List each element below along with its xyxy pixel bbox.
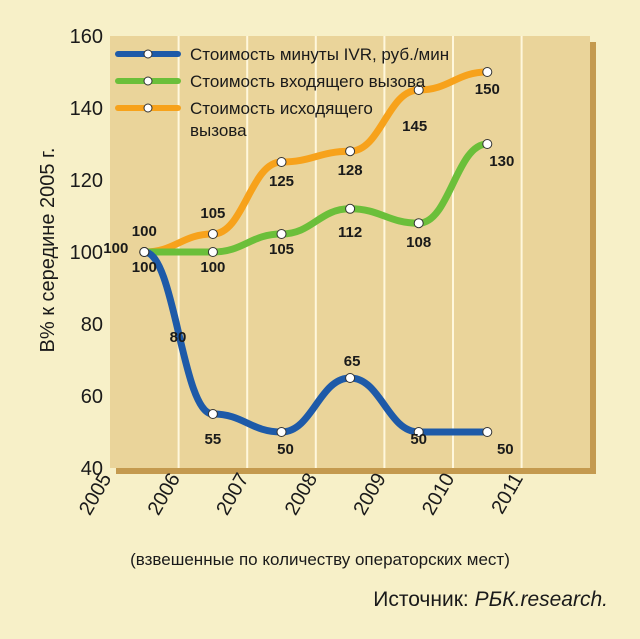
data-label-outgoing-0: 100	[132, 223, 157, 240]
data-label-outgoing-2: 125	[269, 173, 294, 190]
data-label-outgoing-4: 145	[402, 118, 427, 135]
legend: Стоимость минуты IVR, руб./мин Стоимость…	[115, 45, 449, 140]
y-tick-80: 80	[81, 314, 103, 336]
source-note: Источник: РБК.research.	[373, 588, 608, 612]
data-label-incoming-4: 108	[406, 234, 431, 251]
point-ivr-0	[139, 247, 150, 257]
data-label-incoming-1: 100	[200, 259, 225, 276]
legend-label-outgoing-line1: Стоимость исходящего	[190, 99, 373, 118]
point-ivr-3	[345, 373, 356, 383]
y-tick-60: 60	[81, 386, 103, 408]
point-outgoing-1	[207, 229, 218, 239]
data-label-ivr-4: 65	[344, 353, 361, 370]
x-tick-2011: 2011	[487, 470, 528, 518]
data-label-incoming-2: 105	[269, 241, 294, 258]
legend-marker-incoming	[143, 76, 153, 86]
point-incoming-4	[413, 218, 424, 229]
legend-label-ivr: Стоимость минуты IVR, руб./мин	[190, 45, 449, 64]
point-incoming-3	[345, 203, 356, 214]
y-tick-labels: 40 60 80 100 120 140 160	[70, 26, 103, 480]
source-name: РБК.research.	[474, 588, 608, 611]
x-tick-2008: 2008	[281, 470, 322, 520]
y-axis-title: В% к середине 2005 г.	[37, 148, 59, 353]
point-ivr-1	[207, 409, 218, 419]
data-label-ivr-2: 55	[205, 431, 222, 448]
data-label-incoming-0: 100	[132, 259, 157, 276]
x-tick-2010: 2010	[418, 470, 459, 520]
series-points	[139, 67, 493, 437]
legend-marker-outgoing	[143, 103, 153, 113]
source-prefix: Источник:	[373, 588, 475, 611]
data-label-ivr-3: 50	[277, 441, 294, 458]
point-ivr-5	[482, 427, 493, 437]
y-tick-140: 140	[70, 98, 103, 120]
data-label-outgoing-3: 128	[338, 162, 363, 179]
y-tick-120: 120	[70, 170, 103, 192]
x-tick-2009: 2009	[349, 470, 390, 520]
legend-marker-ivr	[143, 49, 153, 59]
x-tick-2006: 2006	[144, 470, 185, 520]
legend-label-outgoing-line2: вызова	[190, 121, 247, 140]
data-label-outgoing-5: 150	[475, 81, 500, 98]
data-label-incoming-5: 130	[489, 153, 514, 170]
x-tick-labels: 2005 2006 2007 2008 2009 2010 2011	[75, 470, 528, 520]
data-label-ivr-1: 80	[170, 329, 187, 346]
point-incoming-1	[207, 247, 218, 257]
point-incoming-2	[276, 229, 287, 239]
data-label-ivr-6: 50	[497, 441, 514, 458]
y-tick-100: 100	[70, 242, 103, 264]
legend-label-incoming: Стоимость входящего вызова	[190, 72, 426, 91]
x-tick-2007: 2007	[212, 470, 253, 520]
data-label-outgoing-1: 105	[200, 205, 225, 222]
point-outgoing-2	[276, 157, 287, 167]
legend-item-ivr: Стоимость минуты IVR, руб./мин	[115, 45, 449, 64]
y-tick-40: 40	[81, 458, 103, 480]
legend-item-outgoing: Стоимость исходящего вызова	[115, 99, 373, 140]
data-label-incoming-3: 112	[338, 224, 362, 241]
data-label-ivr-5: 50	[410, 431, 427, 448]
point-incoming-5	[482, 139, 493, 149]
point-outgoing-5	[482, 67, 493, 77]
data-label-ivr-0: 100	[103, 240, 128, 257]
point-outgoing-3	[345, 146, 356, 157]
footnote: (взвешенные по количеству операторских м…	[130, 550, 510, 569]
legend-item-incoming: Стоимость входящего вызова	[115, 72, 426, 91]
point-ivr-4	[413, 427, 424, 437]
y-tick-160: 160	[70, 26, 103, 48]
point-ivr-2	[276, 427, 287, 437]
point-outgoing-4	[413, 85, 424, 95]
